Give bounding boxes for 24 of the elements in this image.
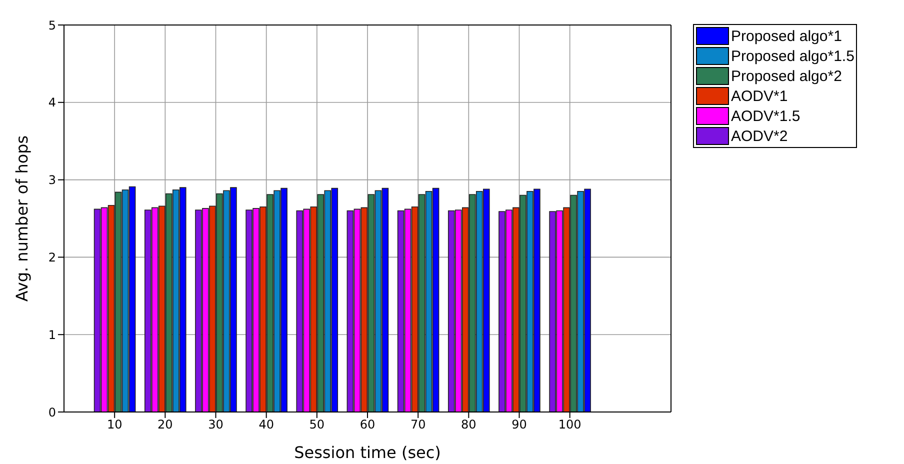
x-tick-label: 30 (208, 418, 224, 432)
legend-label: AODV*2 (731, 128, 788, 144)
x-tick-label: 80 (461, 418, 476, 432)
y-tick-label: 4 (48, 96, 56, 110)
legend-label: Proposed algo*2 (731, 68, 842, 84)
x-tick-label: 60 (360, 418, 376, 432)
x-tick-label: 70 (410, 418, 426, 432)
x-tick-label: 90 (512, 418, 527, 432)
x-tick-label: 10 (106, 418, 122, 432)
legend-label: Proposed algo*1.5 (731, 48, 854, 64)
y-tick-label: 5 (48, 18, 56, 32)
x-tick-label: 50 (309, 418, 325, 432)
y-tick-label: 1 (48, 328, 56, 342)
legend-label: AODV*1 (731, 88, 788, 104)
legend-label: AODV*1.5 (731, 108, 800, 124)
x-axis-title: Session time (sec) (294, 443, 441, 462)
y-tick-label: 2 (48, 250, 56, 264)
x-tick-label: 100 (558, 418, 582, 432)
y-axis-title: Avg. number of hops (12, 135, 32, 302)
x-tick-label: 20 (158, 418, 173, 432)
y-tick-label: 3 (48, 173, 56, 188)
x-tick-label: 40 (258, 418, 274, 432)
y-tick-label: 0 (48, 405, 56, 420)
legend-label: Proposed algo*1 (731, 28, 842, 44)
